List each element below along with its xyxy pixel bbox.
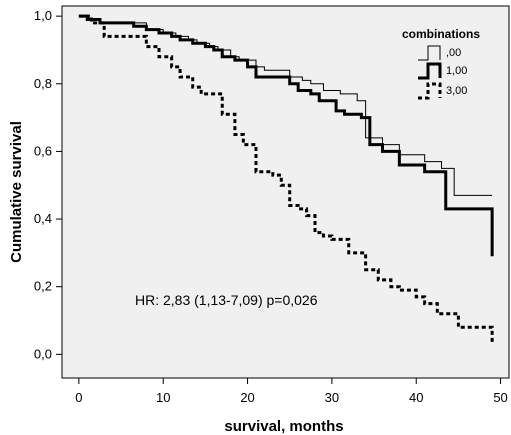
x-tick-label: 30 [325,390,339,405]
legend-label: 3,00 [446,85,467,97]
x-tick-label: 40 [409,390,423,405]
x-tick-label: 20 [240,390,254,405]
legend-swatch [418,62,442,80]
y-axis: 0,0 0,2 0,4 0,6 0,8 1,0 [34,8,62,361]
x-tick-label: 0 [75,390,82,405]
y-tick-label: 1,0 [34,8,52,23]
legend-swatch [418,45,441,61]
legend-title: combinations [402,27,480,41]
legend-label: 1,00 [446,65,467,77]
plot-area [61,5,510,379]
legend-swatch [418,82,442,100]
legend: combinations ,00 1,00 3,00 [402,27,480,100]
y-tick-label: 0,8 [34,76,52,91]
y-tick-label: 0,6 [34,143,52,158]
y-tick-label: 0,2 [34,279,52,294]
x-axis: 0 10 20 30 40 50 [75,378,508,405]
x-tick-label: 10 [156,390,170,405]
hr-annotation: HR: 2,83 (1,13-7,09) p=0,026 [135,292,318,308]
y-tick-label: 0,4 [34,211,52,226]
x-tick-label: 50 [493,390,507,405]
legend-label: ,00 [446,47,461,59]
series-layer [78,14,494,345]
series-line-1 [78,14,494,257]
y-tick-label: 0,0 [34,346,52,361]
y-axis-title: Cumulative survival [8,121,25,263]
series-line-2 [78,14,494,345]
x-axis-title: survival, months [224,418,343,435]
